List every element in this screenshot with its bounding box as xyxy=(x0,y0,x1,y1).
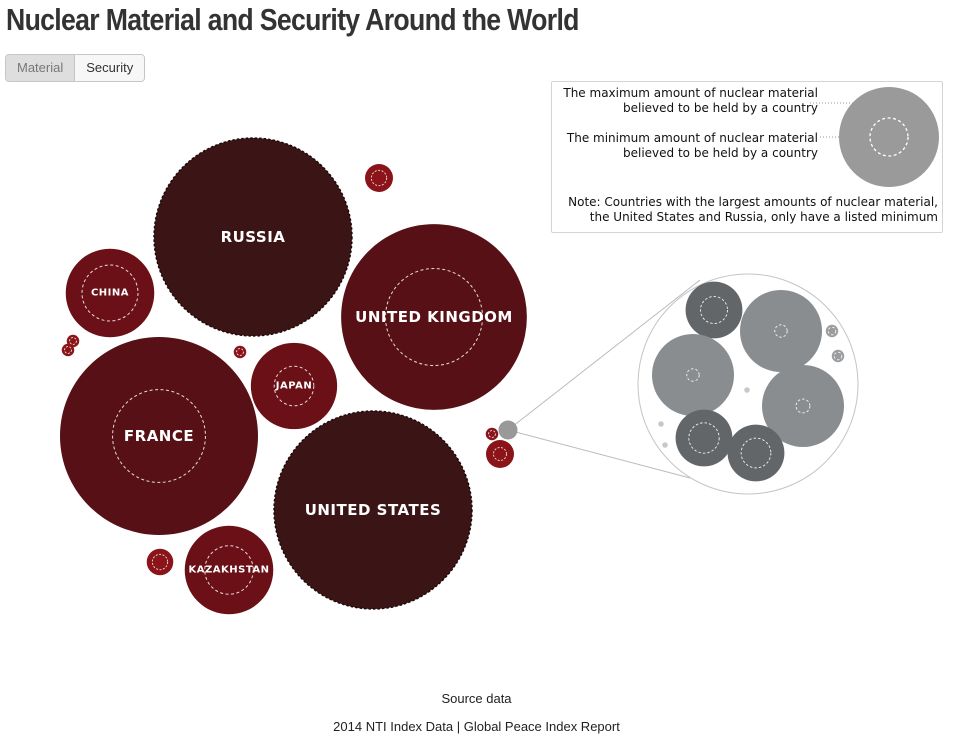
zoom-bubble-max[interactable] xyxy=(744,387,750,393)
label-china: CHINA xyxy=(91,288,129,299)
page-title: Nuclear Material and Security Around the… xyxy=(6,2,579,37)
bubble-china-min xyxy=(81,264,139,322)
bubble-japan-max xyxy=(250,342,338,430)
small-bubble-max[interactable] xyxy=(486,440,514,468)
legend-note: Note: Countries with the largest amounts… xyxy=(568,195,938,225)
legend-note-line1: Note: Countries with the largest amounts… xyxy=(568,195,938,209)
legend-min-text: The minimum amount of nuclear material b… xyxy=(567,131,818,161)
bubble-kazakhstan-max xyxy=(184,525,274,615)
bubble-united-states-min xyxy=(273,410,473,610)
small-bubble-min xyxy=(64,346,72,354)
legend-graphic xyxy=(810,87,939,187)
small-bubble-max[interactable] xyxy=(485,427,499,441)
tab-security[interactable]: Security xyxy=(75,55,145,81)
small-bubble-min xyxy=(488,430,496,438)
zoom-bubble-min xyxy=(795,398,811,414)
bubble-united-states[interactable]: UNITED STATES xyxy=(273,410,473,610)
zoom-bubble-min xyxy=(740,437,772,469)
bubble-japan-min xyxy=(273,365,315,407)
source-label: Source data xyxy=(441,691,512,706)
zoom-bubble-max[interactable] xyxy=(739,289,823,373)
legend-max-line2: believed to be held by a country xyxy=(623,101,818,115)
label-united-states: UNITED STATES xyxy=(305,501,442,519)
small-bubble-min xyxy=(151,553,169,571)
bubble-kazakhstan[interactable]: KAZAKHSTAN xyxy=(184,525,274,615)
zoom-connector-bottom xyxy=(507,429,691,479)
label-united-kingdom: UNITED KINGDOM xyxy=(355,308,513,326)
bubble-china[interactable]: CHINA xyxy=(65,248,155,338)
legend-box: The maximum amount of nuclear material b… xyxy=(551,81,943,233)
bubble-united-kingdom-max xyxy=(341,224,527,410)
zoom-bubble-max[interactable] xyxy=(825,324,839,338)
zoom-bubble-max[interactable] xyxy=(658,421,664,427)
bubble-united-kingdom[interactable]: UNITED KINGDOM xyxy=(341,224,527,410)
view-toggle: Material Security xyxy=(5,54,146,82)
label-japan: JAPAN xyxy=(275,381,312,392)
small-bubble-max[interactable] xyxy=(233,345,247,359)
legend-min-circle xyxy=(869,117,909,157)
tab-material[interactable]: Material xyxy=(6,55,76,81)
legend-max-circle xyxy=(839,87,939,187)
zoom-bubble-max[interactable] xyxy=(685,281,743,339)
zoom-bubble-min xyxy=(688,422,720,454)
label-russia: RUSSIA xyxy=(221,228,286,246)
bubble-france-max xyxy=(60,337,258,535)
bubble-chart: RUSSIA UNITED STATES UNITED KINGDOM FRANCE C… xyxy=(60,137,859,615)
bubble-france[interactable]: FRANCE xyxy=(60,337,258,535)
legend-min-line2: believed to be held by a country xyxy=(623,146,818,160)
zoom-bubble-min xyxy=(700,296,728,324)
zoom-bubble-max[interactable] xyxy=(675,409,733,467)
label-france: FRANCE xyxy=(124,427,194,445)
zoom-anchor[interactable] xyxy=(498,420,518,440)
bubble-france-min xyxy=(112,389,206,483)
small-bubble-max[interactable] xyxy=(61,343,75,357)
zoom-bubble-min xyxy=(774,324,788,338)
legend-max-text: The maximum amount of nuclear material b… xyxy=(563,86,818,116)
zoom-bubble-max[interactable] xyxy=(662,442,668,448)
source-link[interactable]: 2014 NTI Index Data | Global Peace Index… xyxy=(333,719,620,734)
bubble-china-max xyxy=(65,248,155,338)
zoom-bubble-max[interactable] xyxy=(727,424,785,482)
zoom-bubble-max[interactable] xyxy=(761,364,845,448)
bubble-japan[interactable]: JAPAN xyxy=(250,342,338,430)
zoom-bubble-max[interactable] xyxy=(831,349,845,363)
bubble-russia-min xyxy=(153,137,353,337)
legend-max-line1: The maximum amount of nuclear material xyxy=(563,86,818,100)
bubble-kazakhstan-min xyxy=(204,545,254,595)
small-bubble-min xyxy=(69,337,77,345)
zoom-connector-top xyxy=(507,279,701,431)
legend-note-line2: the United States and Russia, only have … xyxy=(589,210,938,224)
zoom-bubble-min xyxy=(827,326,837,336)
small-bubble-min xyxy=(493,447,507,461)
small-bubble-max[interactable] xyxy=(364,163,394,193)
label-kazakhstan: KAZAKHSTAN xyxy=(189,565,270,576)
zoom-bubble-min xyxy=(833,351,843,361)
legend-min-line1: The minimum amount of nuclear material xyxy=(566,131,818,145)
zoom-bubble-max[interactable] xyxy=(651,333,735,417)
zoom-bubble-min xyxy=(686,368,700,382)
small-bubble-max[interactable] xyxy=(146,548,174,576)
small-bubble-min xyxy=(370,169,388,187)
bubble-russia[interactable]: RUSSIA xyxy=(153,137,353,337)
small-bubble-min xyxy=(236,348,244,356)
bubble-united-kingdom-min xyxy=(385,268,483,366)
